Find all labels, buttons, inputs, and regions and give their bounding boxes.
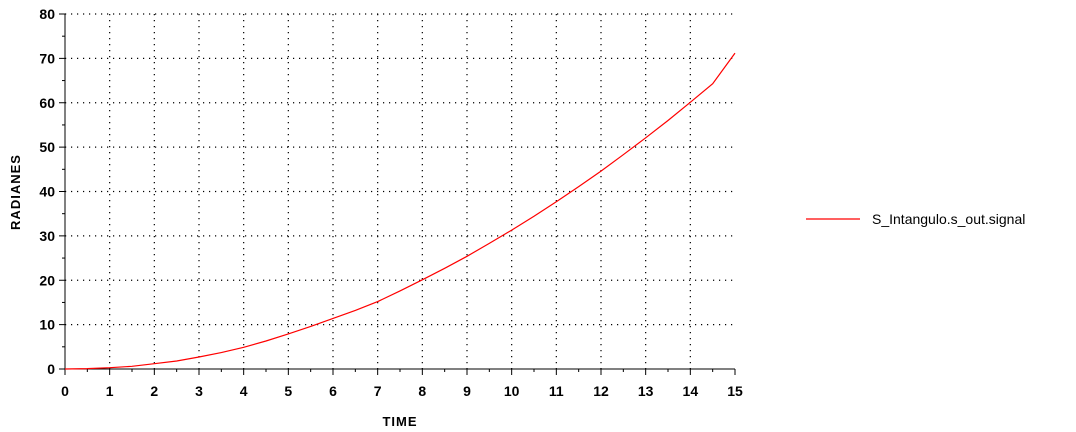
x-tick-label: 9	[463, 383, 471, 399]
x-tick-label: 6	[329, 383, 337, 399]
y-tick-label: 40	[39, 184, 55, 200]
axes	[59, 13, 736, 375]
series	[64, 52, 736, 370]
y-tick-label: 0	[47, 361, 55, 377]
y-tick-label: 70	[39, 50, 55, 66]
y-tick-label: 20	[39, 272, 55, 288]
x-axis-title: TIME	[382, 414, 417, 429]
x-tick-label: 3	[195, 383, 203, 399]
y-tick-label: 30	[39, 228, 55, 244]
x-tick-label: 14	[683, 383, 699, 399]
grid	[65, 13, 735, 369]
y-axis-title: RADIANES	[8, 154, 23, 230]
y-tick-label: 50	[39, 139, 55, 155]
x-tick-label: 11	[549, 383, 564, 399]
y-tick-label: 60	[39, 95, 55, 111]
y-tick-labels: 0 10 20 30 40 50 60 70 80	[39, 6, 55, 377]
legend: S_Intangulo.s_out.signal	[806, 211, 1025, 227]
x-tick-label: 0	[61, 383, 69, 399]
x-tick-label: 12	[593, 383, 609, 399]
x-tick-label: 5	[284, 383, 292, 399]
legend-label: S_Intangulo.s_out.signal	[872, 211, 1025, 227]
y-tick-label: 80	[39, 6, 55, 22]
x-tick-label: 8	[418, 383, 426, 399]
x-tick-labels: 0 1 2 3 4 5 6 7 8 9 10 11 12 13 14 15	[61, 383, 743, 399]
x-tick-label: 13	[638, 383, 654, 399]
y-tick-label: 10	[39, 317, 55, 333]
x-tick-label: 7	[374, 383, 382, 399]
series-line	[64, 52, 736, 370]
x-tick-label: 4	[240, 383, 248, 399]
x-tick-label: 2	[150, 383, 158, 399]
x-tick-label: 15	[727, 383, 743, 399]
x-tick-label: 10	[504, 383, 520, 399]
x-tick-label: 1	[106, 383, 114, 399]
